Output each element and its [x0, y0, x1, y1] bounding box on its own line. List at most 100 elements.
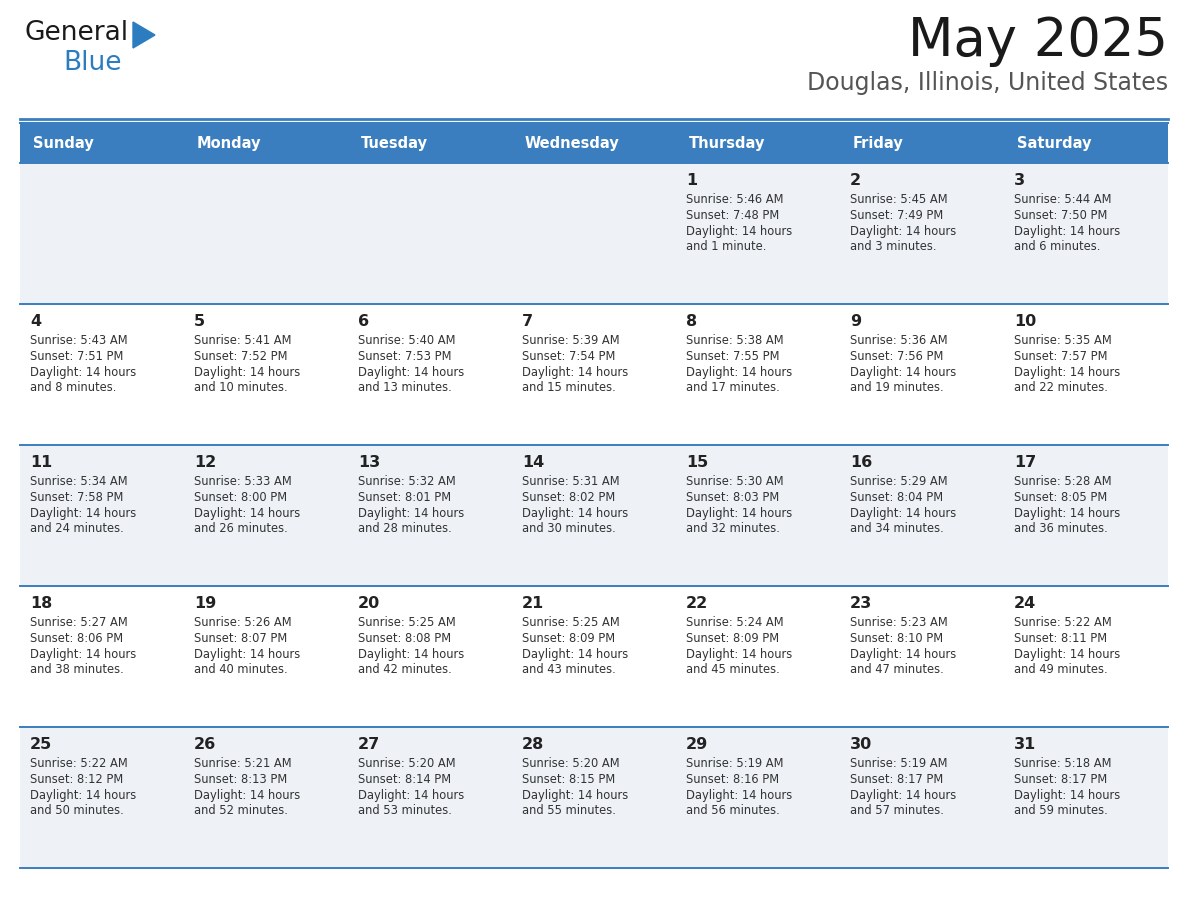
Text: Sunrise: 5:38 AM: Sunrise: 5:38 AM [685, 334, 784, 347]
Bar [184, 304, 348, 445]
Bar [1004, 123, 1168, 163]
Bar [20, 727, 184, 868]
Text: Sunrise: 5:46 AM: Sunrise: 5:46 AM [685, 193, 784, 206]
Text: and 45 minutes.: and 45 minutes. [685, 664, 779, 677]
Text: Sunset: 8:08 PM: Sunset: 8:08 PM [358, 632, 451, 644]
Text: Blue: Blue [63, 50, 121, 76]
Text: and 28 minutes.: and 28 minutes. [358, 522, 451, 535]
Text: Sunrise: 5:36 AM: Sunrise: 5:36 AM [849, 334, 948, 347]
Text: and 36 minutes.: and 36 minutes. [1015, 522, 1107, 535]
Bar [840, 123, 1004, 163]
Text: Sunrise: 5:35 AM: Sunrise: 5:35 AM [1015, 334, 1112, 347]
Bar [20, 586, 184, 727]
Text: 7: 7 [522, 314, 533, 329]
Text: Sunrise: 5:22 AM: Sunrise: 5:22 AM [30, 757, 128, 770]
Text: and 26 minutes.: and 26 minutes. [194, 522, 287, 535]
Text: Daylight: 14 hours: Daylight: 14 hours [30, 507, 137, 520]
Text: and 38 minutes.: and 38 minutes. [30, 664, 124, 677]
Text: Daylight: 14 hours: Daylight: 14 hours [358, 789, 465, 801]
Text: Sunrise: 5:28 AM: Sunrise: 5:28 AM [1015, 475, 1112, 488]
Text: Daylight: 14 hours: Daylight: 14 hours [194, 647, 301, 661]
Text: 11: 11 [30, 455, 52, 470]
Text: Sunrise: 5:23 AM: Sunrise: 5:23 AM [849, 616, 948, 629]
Text: Sunset: 8:15 PM: Sunset: 8:15 PM [522, 773, 615, 786]
Text: Sunrise: 5:29 AM: Sunrise: 5:29 AM [849, 475, 948, 488]
Text: Sunrise: 5:24 AM: Sunrise: 5:24 AM [685, 616, 784, 629]
Text: Sunrise: 5:22 AM: Sunrise: 5:22 AM [1015, 616, 1112, 629]
Bar [184, 123, 348, 163]
Bar [840, 727, 1004, 868]
Text: Daylight: 14 hours: Daylight: 14 hours [1015, 225, 1120, 238]
Text: and 34 minutes.: and 34 minutes. [849, 522, 943, 535]
Text: Sunrise: 5:20 AM: Sunrise: 5:20 AM [358, 757, 456, 770]
Text: Daylight: 14 hours: Daylight: 14 hours [30, 789, 137, 801]
Text: Daylight: 14 hours: Daylight: 14 hours [1015, 789, 1120, 801]
Text: Douglas, Illinois, United States: Douglas, Illinois, United States [807, 71, 1168, 95]
Text: Sunrise: 5:20 AM: Sunrise: 5:20 AM [522, 757, 620, 770]
Text: and 49 minutes.: and 49 minutes. [1015, 664, 1107, 677]
Bar [676, 445, 840, 586]
Text: 21: 21 [522, 596, 544, 611]
Text: Daylight: 14 hours: Daylight: 14 hours [685, 507, 792, 520]
Text: Daylight: 14 hours: Daylight: 14 hours [849, 365, 956, 378]
Text: Sunset: 8:06 PM: Sunset: 8:06 PM [30, 632, 124, 644]
Text: 13: 13 [358, 455, 380, 470]
Bar [348, 304, 512, 445]
Text: Sunset: 8:17 PM: Sunset: 8:17 PM [1015, 773, 1107, 786]
Text: 16: 16 [849, 455, 872, 470]
Text: Daylight: 14 hours: Daylight: 14 hours [522, 507, 628, 520]
Bar [840, 304, 1004, 445]
Text: 4: 4 [30, 314, 42, 329]
Bar [1004, 163, 1168, 304]
Text: and 24 minutes.: and 24 minutes. [30, 522, 124, 535]
Text: Daylight: 14 hours: Daylight: 14 hours [685, 647, 792, 661]
Bar [840, 163, 1004, 304]
Bar [676, 727, 840, 868]
Text: Daylight: 14 hours: Daylight: 14 hours [1015, 647, 1120, 661]
Text: Daylight: 14 hours: Daylight: 14 hours [194, 365, 301, 378]
Text: 27: 27 [358, 737, 380, 752]
Text: Daylight: 14 hours: Daylight: 14 hours [30, 647, 137, 661]
Text: and 8 minutes.: and 8 minutes. [30, 381, 116, 395]
Text: Friday: Friday [853, 136, 904, 151]
Text: Daylight: 14 hours: Daylight: 14 hours [522, 789, 628, 801]
Text: Sunset: 8:10 PM: Sunset: 8:10 PM [849, 632, 943, 644]
Text: Sunrise: 5:25 AM: Sunrise: 5:25 AM [358, 616, 456, 629]
Text: Sunset: 8:03 PM: Sunset: 8:03 PM [685, 491, 779, 504]
Text: Sunrise: 5:32 AM: Sunrise: 5:32 AM [358, 475, 456, 488]
Text: 23: 23 [849, 596, 872, 611]
Bar [512, 586, 676, 727]
Text: Sunrise: 5:19 AM: Sunrise: 5:19 AM [849, 757, 948, 770]
Text: Sunset: 8:05 PM: Sunset: 8:05 PM [1015, 491, 1107, 504]
Text: 3: 3 [1015, 173, 1025, 188]
Text: Sunset: 7:49 PM: Sunset: 7:49 PM [849, 208, 943, 222]
Text: Sunrise: 5:40 AM: Sunrise: 5:40 AM [358, 334, 455, 347]
Text: 9: 9 [849, 314, 861, 329]
Text: Sunrise: 5:27 AM: Sunrise: 5:27 AM [30, 616, 128, 629]
Text: Thursday: Thursday [689, 136, 765, 151]
Bar [676, 123, 840, 163]
Text: and 55 minutes.: and 55 minutes. [522, 804, 615, 817]
Text: 24: 24 [1015, 596, 1036, 611]
Text: Daylight: 14 hours: Daylight: 14 hours [358, 365, 465, 378]
Text: Sunset: 8:07 PM: Sunset: 8:07 PM [194, 632, 287, 644]
Text: Sunrise: 5:18 AM: Sunrise: 5:18 AM [1015, 757, 1112, 770]
Text: and 47 minutes.: and 47 minutes. [849, 664, 943, 677]
Text: Sunrise: 5:26 AM: Sunrise: 5:26 AM [194, 616, 291, 629]
Text: 10: 10 [1015, 314, 1036, 329]
Text: Sunset: 7:58 PM: Sunset: 7:58 PM [30, 491, 124, 504]
Text: and 15 minutes.: and 15 minutes. [522, 381, 615, 395]
Bar [1004, 586, 1168, 727]
Text: Daylight: 14 hours: Daylight: 14 hours [849, 647, 956, 661]
Text: 25: 25 [30, 737, 52, 752]
Text: Sunset: 7:48 PM: Sunset: 7:48 PM [685, 208, 779, 222]
Text: Sunset: 7:55 PM: Sunset: 7:55 PM [685, 350, 779, 363]
Text: 26: 26 [194, 737, 216, 752]
Bar [512, 163, 676, 304]
Text: Sunrise: 5:19 AM: Sunrise: 5:19 AM [685, 757, 784, 770]
Text: Daylight: 14 hours: Daylight: 14 hours [1015, 507, 1120, 520]
Bar [184, 163, 348, 304]
Text: and 42 minutes.: and 42 minutes. [358, 664, 451, 677]
Bar [20, 445, 184, 586]
Bar [1004, 445, 1168, 586]
